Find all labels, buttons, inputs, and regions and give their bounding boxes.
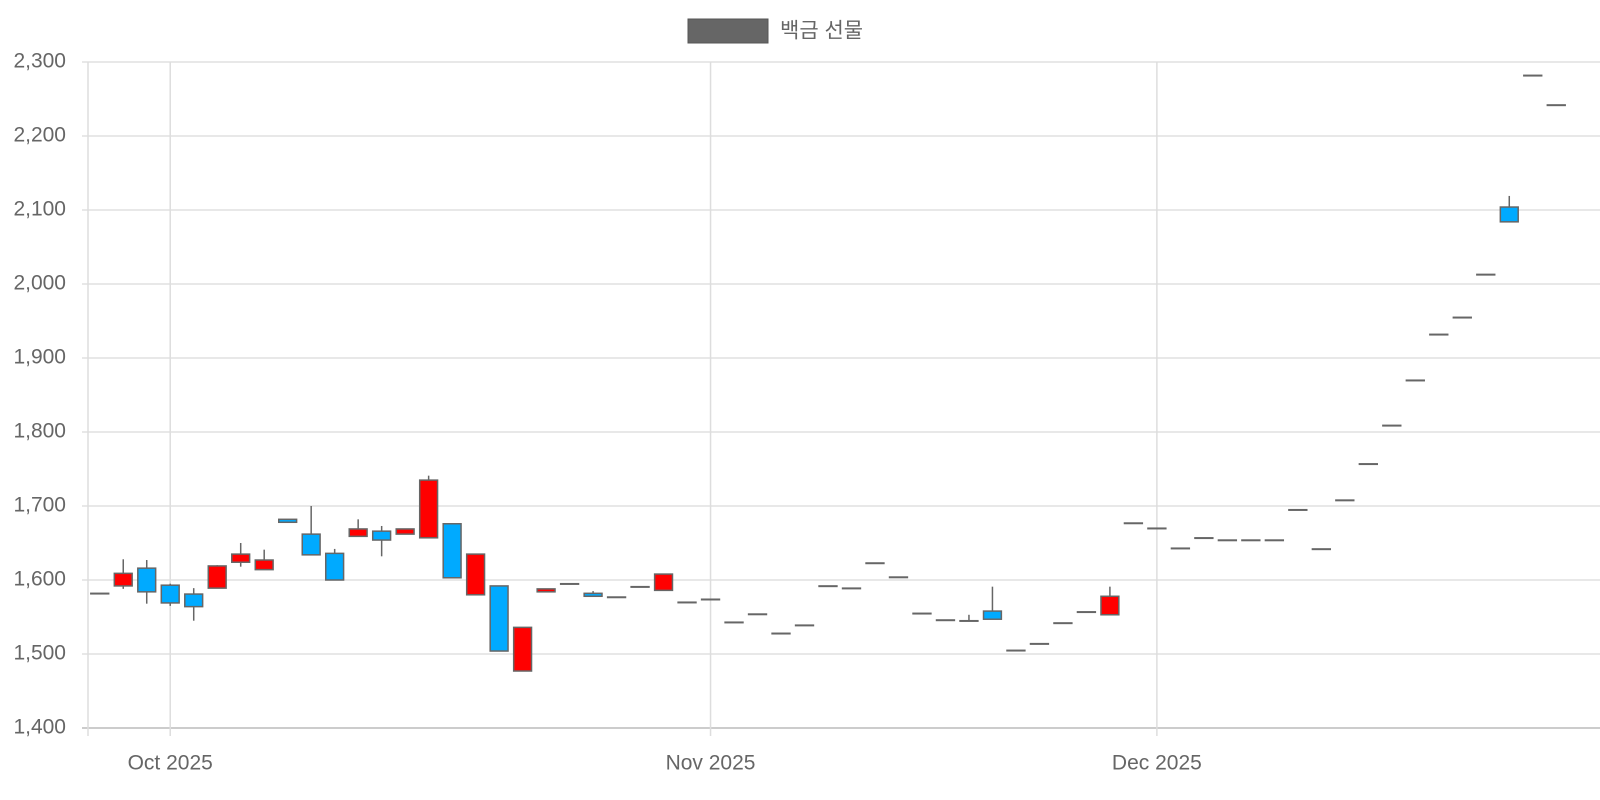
y-tick-label: 2,000 — [13, 272, 66, 295]
candle-body — [1358, 463, 1378, 466]
candle-body — [794, 624, 815, 627]
y-tick-label: 1,900 — [13, 346, 66, 369]
candle-body — [747, 613, 768, 616]
candle-body — [630, 585, 650, 588]
candle-body — [677, 601, 697, 604]
candle-body — [1029, 642, 1050, 645]
legend-swatch — [687, 18, 769, 44]
candle-body — [348, 528, 368, 538]
candle-body — [1429, 333, 1449, 336]
candle-body — [1006, 649, 1026, 652]
candle-body — [653, 573, 674, 592]
candle-body — [1076, 611, 1097, 614]
candle-body — [888, 576, 909, 579]
candle-body — [559, 582, 580, 585]
y-tick-label: 1,600 — [13, 568, 66, 591]
candle-body — [1170, 547, 1191, 550]
candle-body — [1217, 539, 1238, 542]
y-tick-label: 1,700 — [13, 494, 66, 517]
candle-body — [865, 562, 885, 565]
candle-body — [1382, 424, 1402, 427]
candle-body — [1241, 539, 1261, 542]
y-tick-label: 2,200 — [13, 124, 66, 147]
candle-body — [536, 588, 556, 593]
y-tick-label: 1,500 — [13, 642, 66, 665]
candle-body — [1053, 622, 1073, 625]
candle-body — [959, 619, 979, 622]
candle-body — [1523, 74, 1543, 77]
candle-body — [724, 621, 744, 624]
candle-body — [982, 610, 1003, 620]
x-tick-label: Nov 2025 — [666, 752, 756, 775]
candle-body — [90, 592, 110, 595]
candle-body — [935, 619, 956, 622]
candle-body — [489, 585, 509, 652]
candle-body — [1264, 539, 1285, 542]
candle-body — [442, 523, 462, 579]
candle-body — [1194, 537, 1214, 540]
candle-body — [1123, 522, 1144, 525]
candle-body — [278, 518, 298, 524]
candle-body — [301, 533, 321, 556]
candle-body — [324, 552, 345, 581]
candle-body — [371, 530, 392, 541]
candle-body — [841, 587, 862, 590]
x-tick-label: Dec 2025 — [1112, 752, 1202, 775]
candle-body — [1546, 104, 1566, 107]
candle-body — [418, 479, 439, 539]
candle-body — [1452, 316, 1472, 319]
candle-body — [395, 528, 415, 535]
candle-body — [1499, 206, 1519, 223]
candle-body — [912, 612, 932, 615]
candle-body — [1147, 527, 1167, 530]
y-tick-label: 2,300 — [13, 50, 66, 73]
x-tick-label: Oct 2025 — [128, 752, 213, 775]
candle-body — [1335, 499, 1355, 502]
candle-body — [771, 632, 791, 635]
candle-body — [207, 565, 227, 589]
candle-body — [1476, 273, 1496, 276]
y-tick-label: 2,100 — [13, 198, 66, 221]
candle-body — [1100, 595, 1120, 616]
candle-body — [113, 572, 133, 587]
candle-body — [512, 626, 533, 672]
candle-body — [700, 598, 721, 601]
candle-body — [231, 553, 251, 563]
candle-body — [137, 567, 157, 593]
candle-body — [254, 559, 274, 571]
candle-body — [184, 593, 204, 608]
candle-body — [818, 585, 838, 588]
candle-body — [160, 584, 180, 604]
candle-body — [1405, 379, 1425, 382]
y-tick-label: 1,800 — [13, 420, 66, 443]
candle-body — [1288, 508, 1308, 511]
candle-body — [606, 596, 627, 599]
legend-label: 백금 선물 — [780, 20, 863, 43]
candle-body — [465, 553, 486, 596]
candle-body — [583, 592, 603, 598]
candle-body — [1311, 548, 1332, 551]
y-tick-label: 1,400 — [13, 716, 66, 739]
